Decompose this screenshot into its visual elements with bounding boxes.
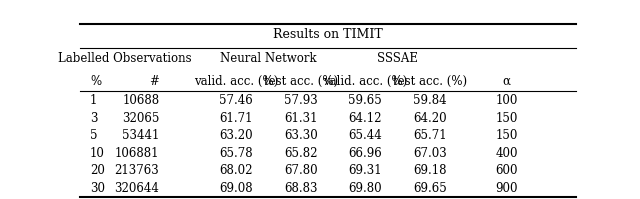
Text: 1: 1 <box>90 94 97 107</box>
Text: test acc. (%): test acc. (%) <box>392 75 467 88</box>
Text: 67.80: 67.80 <box>284 165 317 178</box>
Text: 32065: 32065 <box>122 112 159 125</box>
Text: 69.31: 69.31 <box>348 165 382 178</box>
Text: α: α <box>502 75 511 88</box>
Text: 65.71: 65.71 <box>413 129 447 142</box>
Text: 65.44: 65.44 <box>348 129 382 142</box>
Text: 64.20: 64.20 <box>413 112 447 125</box>
Text: 100: 100 <box>495 94 518 107</box>
Text: 320644: 320644 <box>115 182 159 195</box>
Text: 64.12: 64.12 <box>348 112 382 125</box>
Text: 10688: 10688 <box>122 94 159 107</box>
Text: 20: 20 <box>90 165 105 178</box>
Text: 57.93: 57.93 <box>284 94 317 107</box>
Text: 69.65: 69.65 <box>413 182 447 195</box>
Text: Results on TIMIT: Results on TIMIT <box>273 28 383 41</box>
Text: 150: 150 <box>495 112 518 125</box>
Text: 67.03: 67.03 <box>413 147 447 160</box>
Text: 61.71: 61.71 <box>220 112 253 125</box>
Text: 69.18: 69.18 <box>413 165 447 178</box>
Text: 69.80: 69.80 <box>348 182 382 195</box>
Text: 5: 5 <box>90 129 97 142</box>
Text: 400: 400 <box>495 147 518 160</box>
Text: 68.83: 68.83 <box>284 182 317 195</box>
Text: 57.46: 57.46 <box>220 94 253 107</box>
Text: 69.08: 69.08 <box>220 182 253 195</box>
Text: 59.84: 59.84 <box>413 94 447 107</box>
Text: Neural Network: Neural Network <box>220 52 317 65</box>
Text: 106881: 106881 <box>115 147 159 160</box>
Text: valid. acc. (%): valid. acc. (%) <box>323 75 407 88</box>
Text: 30: 30 <box>90 182 105 195</box>
Text: valid. acc. (%): valid. acc. (%) <box>194 75 278 88</box>
Text: 63.30: 63.30 <box>284 129 317 142</box>
Text: 213763: 213763 <box>115 165 159 178</box>
Text: 63.20: 63.20 <box>220 129 253 142</box>
Text: SSSAE: SSSAE <box>377 52 418 65</box>
Text: 150: 150 <box>495 129 518 142</box>
Text: 65.82: 65.82 <box>284 147 317 160</box>
Text: 61.31: 61.31 <box>284 112 317 125</box>
Text: 65.78: 65.78 <box>220 147 253 160</box>
Text: 68.02: 68.02 <box>220 165 253 178</box>
Text: 59.65: 59.65 <box>348 94 382 107</box>
Text: 66.96: 66.96 <box>348 147 382 160</box>
Text: 10: 10 <box>90 147 105 160</box>
Text: Labelled Observations: Labelled Observations <box>58 52 191 65</box>
Text: test acc. (%): test acc. (%) <box>264 75 338 88</box>
Text: 900: 900 <box>495 182 518 195</box>
Text: %: % <box>90 75 101 88</box>
Text: 53441: 53441 <box>122 129 159 142</box>
Text: 600: 600 <box>495 165 518 178</box>
Text: 3: 3 <box>90 112 97 125</box>
Text: #: # <box>150 75 159 88</box>
